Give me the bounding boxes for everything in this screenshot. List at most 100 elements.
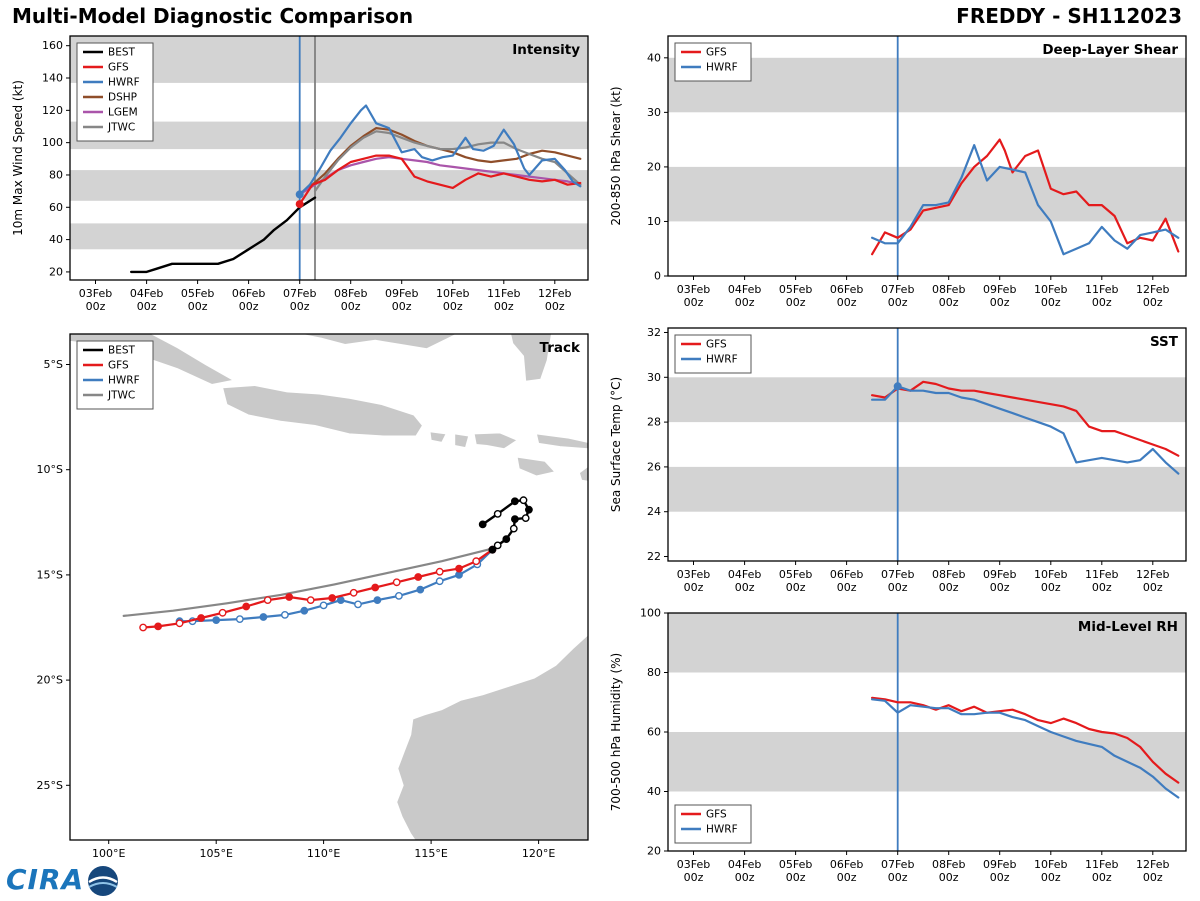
y-tick-label: 32	[647, 326, 661, 339]
y-tick-label: 20	[647, 160, 661, 173]
landmass	[396, 633, 589, 841]
shaded-band	[668, 166, 1186, 222]
legend-label-gfs: GFS	[706, 339, 727, 351]
series-best	[129, 196, 317, 274]
series-hwrf	[871, 698, 1180, 799]
track-point-hwrf	[354, 600, 362, 609]
legend-label-hwrf: HWRF	[706, 62, 738, 74]
track-point-hwrf	[435, 577, 444, 586]
x-tick-label: 09Feb 00z	[983, 568, 1016, 594]
y-axis-label: 700-500 hPa Humidity (%)	[609, 653, 623, 811]
y-tick-label: 60	[647, 726, 661, 739]
rh-chart: Mid-Level RH 700-500 hPa Humidity (%) 03Fe…	[609, 607, 1187, 884]
y-tick-label: 20	[647, 845, 661, 858]
x-tick-label: 100°E	[92, 847, 125, 860]
series-hwrf	[298, 104, 582, 196]
y-tick-label: 30	[647, 371, 661, 384]
legend-label-jtwc: JTWC	[107, 122, 135, 134]
x-tick-label: 05Feb 00z	[779, 858, 812, 884]
cira-logo-text: CIRA	[6, 863, 85, 896]
track-point-gfs	[139, 623, 148, 632]
track-point-hwrf	[212, 616, 221, 624]
x-tick-label: 03Feb 00z	[79, 287, 112, 313]
track-point-best	[519, 496, 528, 505]
track-point-gfs	[349, 588, 358, 597]
track-point-gfs	[392, 578, 401, 587]
x-tick-label: 105°E	[199, 847, 232, 860]
shear-panel: Deep-Layer Shear 200-850 hPa Shear (kt) 03…	[606, 30, 1194, 326]
track-panel: Track 100°E 105°E 110°E 115°E 120°E 5°S 10°S 15°…	[8, 328, 596, 888]
x-tick-label: 05Feb 00z	[779, 283, 812, 309]
x-tick-label: 03Feb 00z	[677, 858, 710, 884]
y-tick-label: 28	[647, 416, 661, 429]
y-tick-label: 0	[654, 270, 661, 283]
x-tick-label: 10Feb 00z	[436, 287, 469, 313]
series-gfs	[871, 696, 1180, 784]
page-title: Multi-Model Diagnostic Comparison	[12, 4, 414, 28]
storm-title: FREDDY - SH112023	[956, 4, 1182, 28]
x-tick-label: 08Feb 00z	[932, 858, 965, 884]
landmass	[429, 431, 447, 443]
track-point-gfs	[455, 564, 463, 573]
track-point-gfs	[371, 583, 380, 592]
track-point-hwrf	[336, 596, 345, 604]
analysis-marker-hwrf	[295, 190, 304, 199]
legend-label-gfs: GFS	[108, 62, 129, 74]
legend: BEST GFS HWRF DSHP LGEM JTWC	[76, 42, 154, 142]
x-tick-label: 120°E	[522, 847, 555, 860]
y-tick-label: 100	[640, 607, 661, 620]
x-tick-label: 10Feb 00z	[1034, 568, 1067, 594]
x-tick-label: 10Feb 00z	[1034, 858, 1067, 884]
y-tick-label: 80	[49, 168, 63, 181]
y-tick-label: 20	[49, 265, 63, 278]
track-point-gfs	[472, 557, 481, 566]
legend: BEST GFS HWRF JTWC	[76, 340, 154, 410]
track-point-hwrf	[300, 606, 309, 615]
analysis-marker-hwrf	[893, 382, 902, 391]
track-point-gfs	[285, 593, 294, 601]
intensity-panel: Intensity 10m Max Wind Speed (kt) 03Feb 00z…	[8, 30, 596, 330]
x-tick-label: 04Feb 00z	[728, 568, 761, 594]
track-point-best	[521, 514, 530, 523]
series-gfs	[298, 154, 582, 206]
x-tick-label: 10Feb 00z	[1034, 283, 1067, 309]
x-tick-label: 110°E	[307, 847, 340, 860]
track-point-best	[478, 520, 487, 529]
y-tick-label: 15°S	[37, 568, 63, 581]
track-point-gfs	[175, 619, 184, 628]
legend: GFS HWRF	[674, 334, 752, 374]
x-tick-label: 07Feb 00z	[881, 568, 914, 594]
track-point-gfs	[306, 596, 315, 604]
landmass	[509, 333, 553, 382]
y-axis-label: 10m Max Wind Speed (kt)	[11, 80, 25, 236]
legend: GFS HWRF	[674, 42, 752, 82]
intensity-chart: Intensity 10m Max Wind Speed (kt) 03Feb 00z…	[11, 35, 589, 313]
plot-border	[69, 35, 589, 281]
y-tick-label: 10	[647, 215, 661, 228]
track-point-best	[493, 509, 502, 518]
track-point-gfs	[218, 608, 227, 617]
track-point-hwrf	[280, 610, 289, 619]
y-tick-label: 100	[42, 136, 63, 149]
shaded-band	[668, 466, 1186, 512]
legend-label-best: BEST	[108, 47, 136, 59]
shaded-band	[668, 732, 1186, 792]
track-point-hwrf	[319, 601, 328, 610]
shaded-band	[70, 121, 588, 150]
x-tick-label: 11Feb 00z	[1085, 568, 1118, 594]
y-tick-label: 40	[647, 785, 661, 798]
x-tick-label: 09Feb 00z	[983, 283, 1016, 309]
plot-border	[69, 333, 589, 841]
track-point-gfs	[414, 573, 423, 581]
shaded-band	[668, 377, 1186, 423]
landmass	[473, 432, 519, 450]
legend: GFS HWRF	[674, 804, 752, 844]
series-gfs	[871, 380, 1180, 457]
y-tick-label: 80	[647, 666, 661, 679]
track-point-hwrf	[235, 615, 244, 623]
track-point-best	[509, 524, 518, 533]
y-axis-label: Sea Surface Temp (°C)	[609, 377, 623, 512]
legend-label-gfs: GFS	[108, 360, 129, 372]
